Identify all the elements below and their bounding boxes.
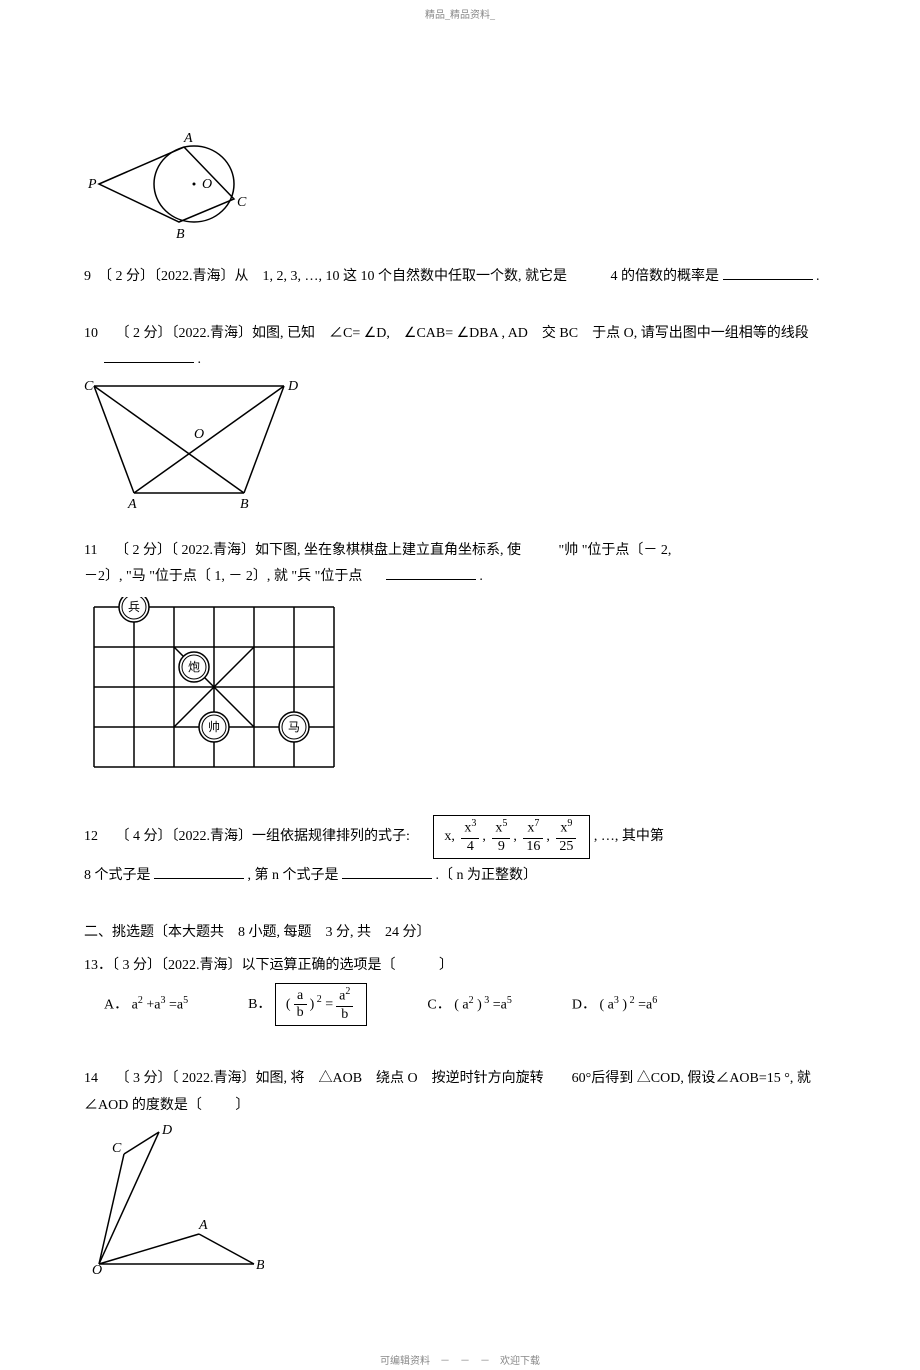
content-area: A P O C B 9 〔 2 分〕〔2022.青海〕从 1, 2, 3, …,… bbox=[0, 24, 920, 1324]
q10-period: . bbox=[198, 352, 202, 367]
q8-figure: A P O C B bbox=[84, 124, 264, 244]
question-12: 12 〔 4 分〕〔2022.青海〕一组依据规律排列的式子: x, x34, x… bbox=[84, 815, 836, 892]
q14-close: 〕 bbox=[235, 1098, 249, 1113]
q9-period: . bbox=[816, 269, 820, 284]
q13-close: 〕 bbox=[439, 958, 453, 973]
label-A: A bbox=[183, 131, 193, 146]
option-D: D． ( a3 ) 2 =a6 bbox=[572, 993, 657, 1017]
label-C: C bbox=[112, 1141, 122, 1156]
q14-text: 〔 3 分〕〔 2022.青海〕如图, 将 △AOB 绕点 O 按逆时针方向旋转… bbox=[84, 1071, 811, 1113]
label-O: O bbox=[194, 427, 204, 442]
option-A: A． a2 +a3 =a5 bbox=[104, 993, 188, 1017]
q12-blank-1 bbox=[154, 865, 244, 879]
q11-text-1: 〔 2 分〕〔 2022.青海〕如下图, 坐在象棋棋盘上建立直角坐标系, 使 bbox=[115, 543, 521, 558]
q11-text-3: －2〕, "马 "位于点〔 1, － 2〕, 就 "兵 "位于点 bbox=[84, 569, 362, 584]
label-B: B bbox=[176, 227, 185, 242]
q12-text-4: , 第 n 个式子是 bbox=[248, 868, 339, 883]
q10-text: 〔 2 分〕〔2022.青海〕如图, 已知 ∠C= ∠D, ∠CAB= ∠DBA… bbox=[116, 326, 809, 341]
label-A: A bbox=[127, 497, 137, 508]
q11-blank bbox=[386, 566, 476, 580]
q9-text-1: 9 〔 2 分〕〔2022.青海〕从 1, 2, 3, …, 10 这 10 个… bbox=[84, 269, 567, 284]
q14-figure: O B A C D bbox=[84, 1124, 264, 1274]
section-2-header: 二、挑选题〔本大题共 8 小题, 每题 3 分, 共 24 分〕 bbox=[84, 922, 836, 944]
label-C: C bbox=[237, 195, 247, 210]
q11-text-2: "帅 "位于点〔－ 2, bbox=[558, 543, 671, 558]
q12-blank-2 bbox=[342, 865, 432, 879]
q9-blank bbox=[723, 266, 813, 280]
label-O: O bbox=[92, 1263, 102, 1274]
svg-text:帅: 帅 bbox=[208, 720, 220, 734]
label-P: P bbox=[87, 177, 97, 192]
q11-num: 11 bbox=[84, 543, 97, 558]
label-B: B bbox=[256, 1258, 264, 1273]
svg-text:兵: 兵 bbox=[128, 600, 140, 614]
option-C-label: C． bbox=[427, 997, 450, 1012]
label-B: B bbox=[240, 497, 249, 508]
q12-text-3: 8 个式子是 bbox=[84, 868, 151, 883]
option-B-label: B． bbox=[248, 997, 271, 1012]
question-9: 9 〔 2 分〕〔2022.青海〕从 1, 2, 3, …, 10 这 10 个… bbox=[84, 264, 836, 291]
q12-text-2: , …, 其中第 bbox=[594, 829, 664, 844]
q12-num: 12 bbox=[84, 829, 98, 844]
label-C: C bbox=[84, 379, 94, 394]
q14-num: 14 bbox=[84, 1071, 98, 1086]
page-header: 精品_精品资料_ bbox=[0, 0, 920, 24]
option-A-label: A． bbox=[104, 997, 128, 1012]
svg-text:炮: 炮 bbox=[188, 660, 200, 674]
svg-text:马: 马 bbox=[288, 720, 300, 734]
q11-period: . bbox=[479, 569, 483, 584]
q12-text-5: .〔 n 为正整数〕 bbox=[436, 868, 538, 883]
page-footer: 可编辑资料 － － － 欢迎下载 bbox=[0, 1354, 920, 1370]
label-A: A bbox=[198, 1218, 208, 1233]
option-C: C． ( a2 ) 3 =a5 bbox=[427, 993, 512, 1017]
q9-text-2: 4 的倍数的概率是 bbox=[611, 269, 720, 284]
option-D-label: D． bbox=[572, 997, 596, 1012]
label-O: O bbox=[202, 177, 212, 192]
q12-text-1: 〔 4 分〕〔2022.青海〕一组依据规律排列的式子: bbox=[116, 829, 410, 844]
q10-blank bbox=[104, 349, 194, 363]
q13-text: 13．〔 3 分〕〔2022.青海〕以下运算正确的选项是〔 bbox=[84, 958, 396, 973]
question-14: 14 〔 3 分〕〔 2022.青海〕如图, 将 △AOB 绕点 O 按逆时针方… bbox=[84, 1066, 836, 1273]
option-B: B． (ab) 2 =a2b bbox=[248, 983, 367, 1026]
q12-sequence-box: x, x34, x59, x716, x925 bbox=[433, 815, 590, 858]
q10-figure: C D A B O bbox=[84, 378, 314, 508]
question-13: 13．〔 3 分〕〔2022.青海〕以下运算正确的选项是〔 〕 A． a2 +a… bbox=[84, 953, 836, 1027]
question-11: 11 〔 2 分〕〔 2022.青海〕如下图, 坐在象棋棋盘上建立直角坐标系, … bbox=[84, 538, 836, 786]
q13-options: A． a2 +a3 =a5 B． (ab) 2 =a2b C． ( a2 ) 3… bbox=[84, 983, 836, 1026]
q11-figure: 兵炮帅 马 bbox=[84, 597, 344, 777]
question-10: 10 〔 2 分〕〔2022.青海〕如图, 已知 ∠C= ∠D, ∠CAB= ∠… bbox=[84, 321, 836, 508]
label-D: D bbox=[287, 379, 298, 394]
label-D: D bbox=[161, 1124, 172, 1138]
q10-num: 10 bbox=[84, 326, 98, 341]
